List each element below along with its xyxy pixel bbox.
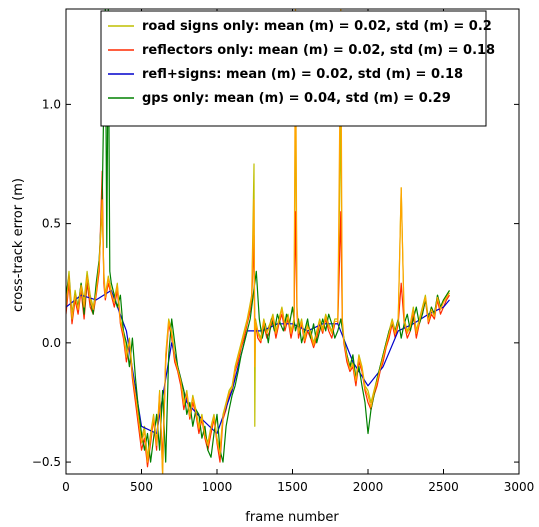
x-tick-label: 1500 xyxy=(277,480,308,494)
legend-label: refl+signs: mean (m) = 0.02, std (m) = 0… xyxy=(142,67,463,82)
legend-box xyxy=(100,10,487,127)
legend-label: reflectors only: mean (m) = 0.02, std (m… xyxy=(142,43,495,58)
y-axis-ticks: −0.5 0.0 0.5 1.0 xyxy=(32,97,519,469)
series-line-4 xyxy=(66,9,451,474)
y-tick-label: 1.0 xyxy=(42,97,61,111)
x-tick-label: 500 xyxy=(130,480,153,494)
x-tick-label: 2500 xyxy=(428,480,459,494)
legend-label: road signs only: mean (m) = 0.02, std (m… xyxy=(142,19,492,34)
x-tick-label: 0 xyxy=(62,480,70,494)
y-tick-label: 0.0 xyxy=(42,336,61,350)
y-tick-label: 0.5 xyxy=(42,217,61,231)
x-axis-label: frame number xyxy=(245,510,339,525)
x-tick-label: 1000 xyxy=(202,480,233,494)
series-layer xyxy=(66,9,451,474)
y-axis-label: cross-track error (m) xyxy=(11,178,26,312)
legend: road signs only: mean (m) = 0.02, std (m… xyxy=(100,10,495,127)
y-tick-label: −0.5 xyxy=(32,455,61,469)
x-axis-ticks: 0 500 1000 1500 2000 2500 3000 xyxy=(62,9,534,494)
legend-label: gps only: mean (m) = 0.04, std (m) = 0.2… xyxy=(142,91,451,106)
x-tick-label: 3000 xyxy=(504,480,535,494)
x-tick-label: 2000 xyxy=(353,480,384,494)
